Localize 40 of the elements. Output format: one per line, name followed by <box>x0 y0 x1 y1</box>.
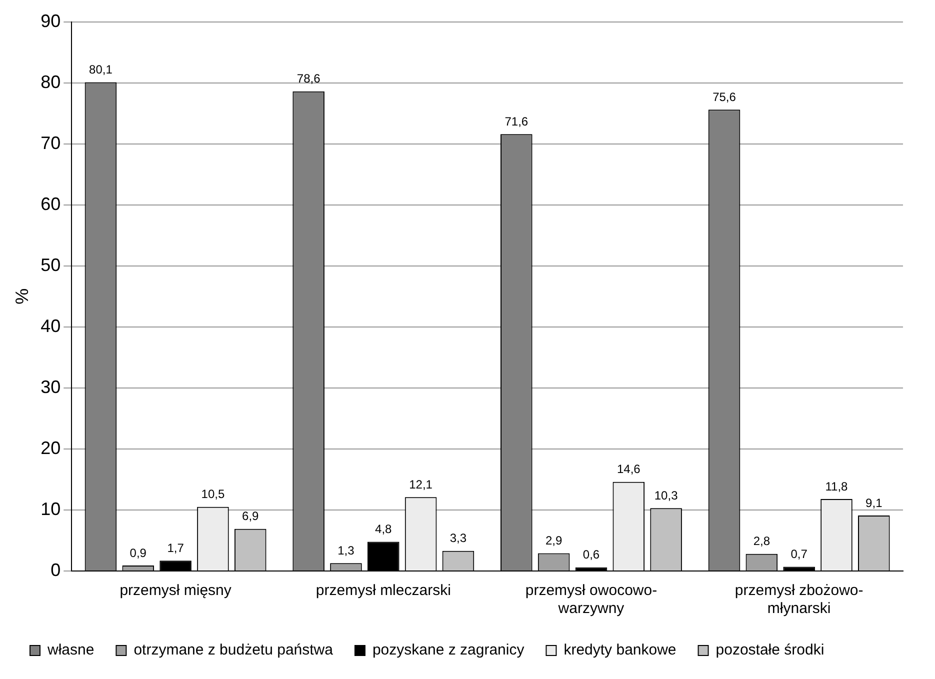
y-axis-title: % <box>12 288 32 304</box>
legend-label: pozyskane z zagranicy <box>372 642 525 659</box>
legend-label: otrzymane z budżetu państwa <box>134 642 334 659</box>
x-tick-label: przemysł zbożowo-młynarski <box>734 582 864 618</box>
data-label: 3,3 <box>450 531 467 546</box>
y-tick-label: 0 <box>50 560 61 580</box>
legend-label: kredyty bankowe <box>564 642 676 659</box>
y-tick-label: 40 <box>40 316 61 336</box>
x-tick-label: przemysł mleczarski <box>316 582 451 600</box>
data-label: 4,8 <box>375 522 392 536</box>
y-tick-label: 50 <box>40 254 61 275</box>
x-tick-label: przemysł mięsny <box>120 582 232 600</box>
y-tick-label: 70 <box>40 132 61 153</box>
x-tick-label: przemysł owocowo-warzywny <box>525 582 658 618</box>
data-label: 78,6 <box>296 72 321 86</box>
y-tick-label: 60 <box>40 194 61 214</box>
y-tick-label: 90 <box>40 10 61 31</box>
data-label: 10,5 <box>201 487 225 502</box>
legend-label: pozostałe środki <box>716 642 824 659</box>
data-label: 1,7 <box>167 540 184 555</box>
data-label: 1,3 <box>338 543 355 558</box>
data-label: 2,9 <box>545 534 562 548</box>
y-tick-label: 10 <box>40 498 61 519</box>
data-label: 11,8 <box>825 479 848 494</box>
data-label: 0,6 <box>582 548 600 562</box>
data-label: 0,9 <box>130 546 147 560</box>
data-label: 2,8 <box>753 534 770 548</box>
data-label: 10,3 <box>654 488 678 502</box>
y-tick-label: 20 <box>40 438 61 458</box>
data-label: 9,1 <box>866 496 883 510</box>
data-label: 75,6 <box>712 90 736 104</box>
legend-label: własne <box>46 642 94 659</box>
y-tick-label: 80 <box>40 72 61 92</box>
data-label: 6,9 <box>242 509 260 524</box>
data-label: 80,1 <box>89 62 113 77</box>
data-label: 0,7 <box>790 547 808 562</box>
data-label: 14,6 <box>616 462 641 476</box>
data-label: 71,6 <box>504 114 528 128</box>
y-tick-label: 30 <box>40 376 61 397</box>
data-label: 12,1 <box>409 477 433 492</box>
